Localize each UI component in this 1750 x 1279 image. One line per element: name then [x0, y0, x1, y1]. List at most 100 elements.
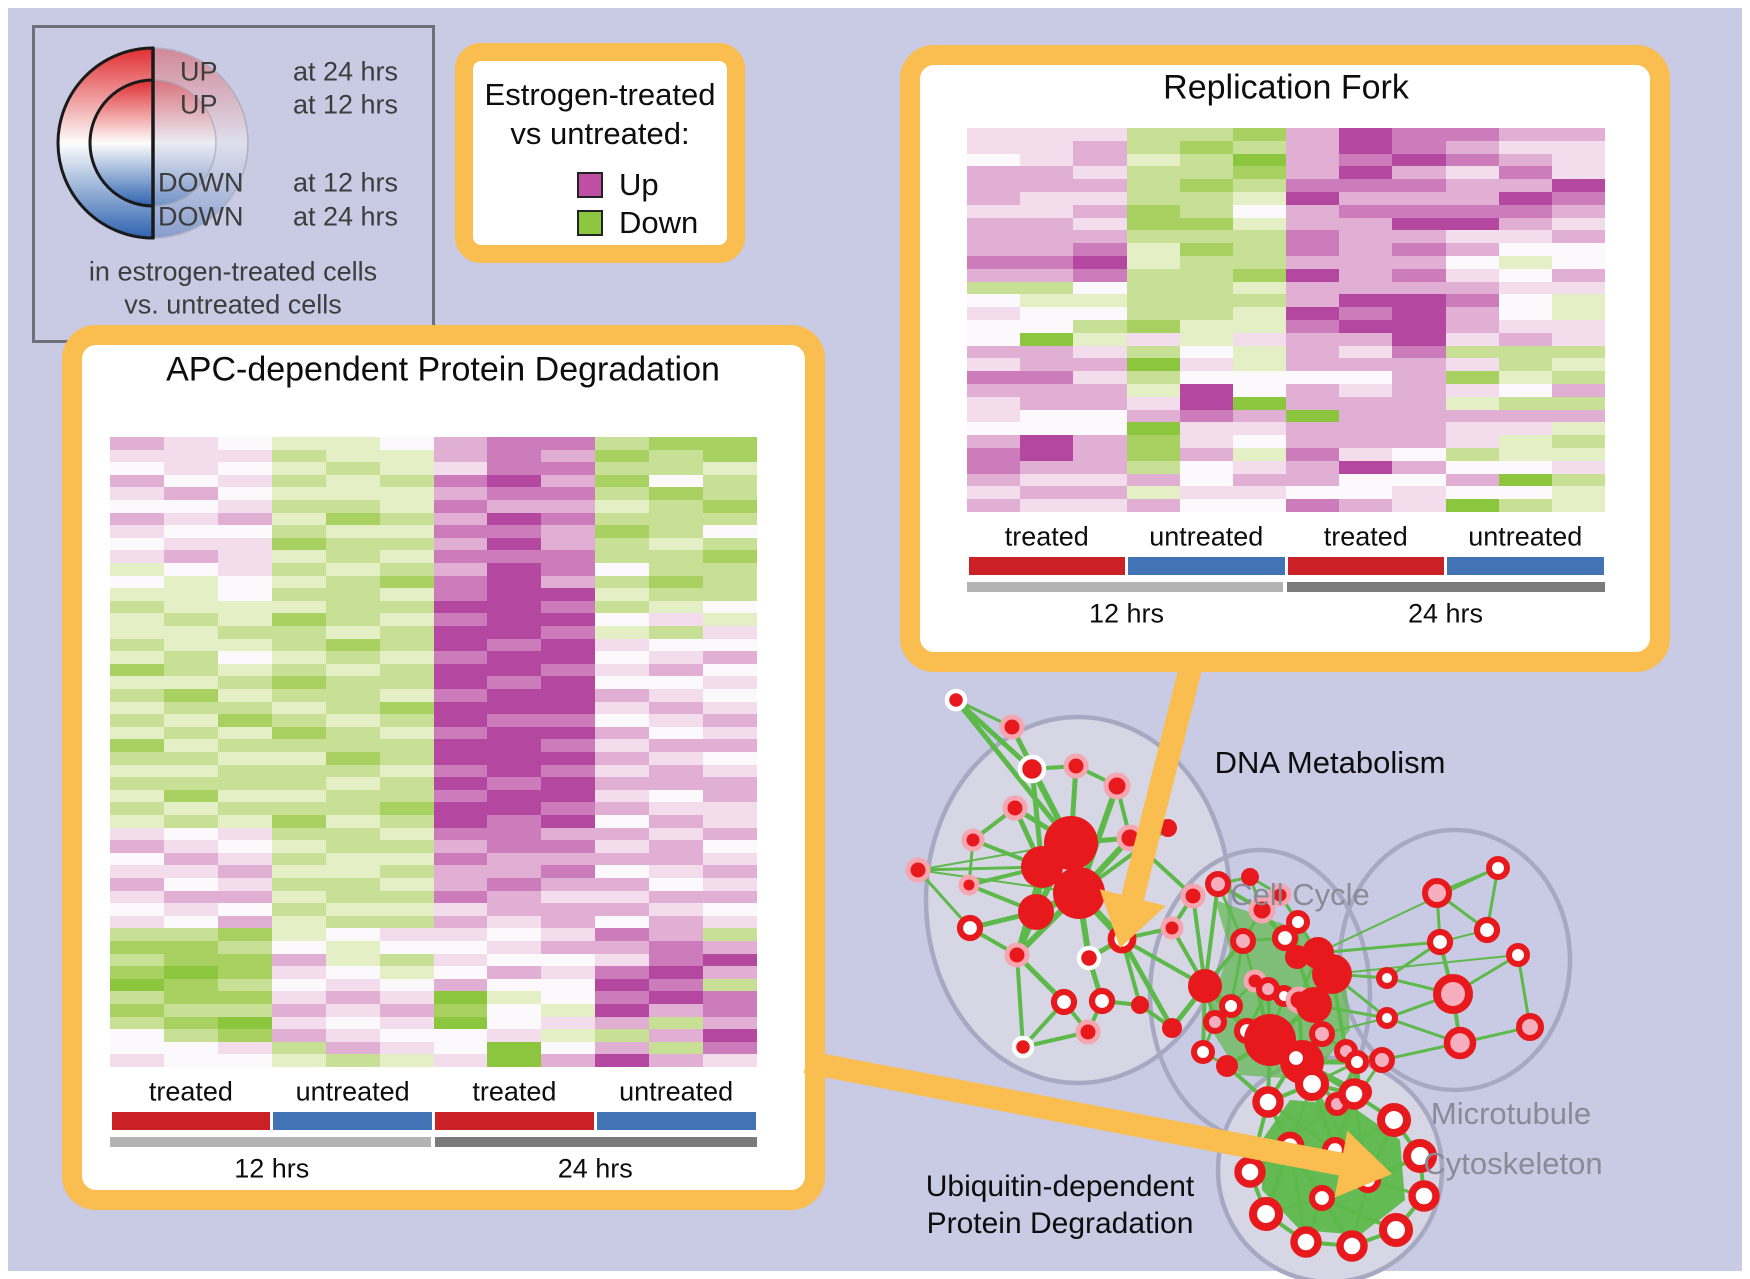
ring-time-12-top: at 12 hrs — [292, 89, 398, 120]
apc-heatcell — [217, 991, 272, 1004]
repfork-heatcell — [1498, 140, 1552, 154]
gene-node-p — [1433, 974, 1473, 1014]
apc-heatcell — [271, 575, 326, 589]
apc-heatcell — [325, 928, 380, 941]
apc-heatcell — [595, 626, 650, 639]
apc-heatcell — [541, 474, 596, 488]
repfork-heatcell — [1445, 460, 1499, 474]
ring-time-24-top: at 24 hrs — [292, 56, 398, 87]
repfork-heatcell — [1445, 307, 1499, 320]
repfork-heatcell — [1339, 499, 1393, 512]
repfork-heatcell — [1073, 345, 1127, 359]
gene-node-sp — [1248, 896, 1276, 924]
gene-node-w — [1376, 1102, 1412, 1138]
repfork-heatcell — [1020, 499, 1074, 512]
repfork-heatcell — [967, 448, 1021, 461]
apc-heatcell — [487, 764, 542, 778]
repfork-heatcell — [1126, 307, 1180, 320]
repfork-heatcell — [1232, 153, 1286, 167]
apc-heatcell — [595, 500, 650, 513]
apc-heatcell — [487, 941, 542, 954]
apc-heatcell — [379, 928, 434, 941]
apc-heatcell — [379, 651, 434, 664]
repfork-heatcell — [1073, 192, 1127, 205]
repfork-heatcell — [1551, 320, 1605, 333]
network-edge — [917, 869, 1080, 894]
apc-heatcell — [217, 613, 272, 626]
repfork-heatcell — [1445, 499, 1499, 512]
apc-heatcell — [541, 701, 596, 715]
apc-heatcell — [595, 953, 650, 967]
repfork-heatcell — [1020, 371, 1074, 384]
repfork-heatcell — [1286, 358, 1340, 372]
apc-heatcell — [487, 575, 542, 589]
apc-heatcell — [703, 928, 757, 941]
repfork-heatcell — [1232, 371, 1286, 384]
down-color-swatch — [577, 210, 603, 236]
repfork-heatcell — [1498, 435, 1552, 448]
apc-heatcell — [541, 991, 596, 1004]
up-label: Up — [619, 167, 659, 202]
apc-heatcell — [541, 966, 596, 979]
repfork-heatcell — [1445, 345, 1499, 359]
repfork-group-label: untreated — [1149, 521, 1264, 552]
apc-heatcell — [217, 575, 272, 589]
gene-node-w — [1050, 988, 1078, 1016]
apc-heatcell — [595, 941, 650, 954]
apc-heatcell — [110, 1016, 164, 1030]
repfork-heatcell — [1498, 243, 1552, 256]
apc-heatcell — [163, 512, 218, 526]
repfork-heatcell — [1392, 294, 1446, 308]
apc-heatcell — [271, 852, 326, 866]
apc-heatcell — [487, 852, 542, 866]
gene-node-w — [1191, 1040, 1215, 1064]
repfork-heatcell — [967, 345, 1021, 359]
apc-heatcell — [325, 563, 380, 576]
apc-heatcell — [595, 978, 650, 992]
repfork-heatcell — [1073, 448, 1127, 461]
gene-node-w — [1378, 1212, 1414, 1248]
repfork-heatcell — [1498, 460, 1552, 474]
apc-heatcell — [163, 752, 218, 765]
apc-heatcell — [487, 500, 542, 513]
apc-heatcell — [379, 537, 434, 551]
repfork-heatcell — [1232, 307, 1286, 320]
apc-heatcell — [649, 978, 704, 992]
apc-heatcell — [703, 865, 757, 878]
apc-heatcell — [433, 953, 488, 967]
apc-heatcell — [271, 500, 326, 513]
apc-heatcell — [595, 1016, 650, 1030]
gene-node-sp — [1268, 883, 1292, 907]
repfork-heatcell — [1551, 243, 1605, 256]
repfork-heatcell — [1339, 128, 1393, 141]
repfork-heatcell — [1179, 294, 1233, 308]
repfork-heatcell — [1126, 409, 1180, 423]
gene-node-sp — [1063, 753, 1089, 779]
repfork-heatcell — [1286, 230, 1340, 244]
apc-heatcell — [487, 437, 542, 450]
apc-heatcell — [217, 852, 272, 866]
apc-heatcell — [325, 966, 380, 979]
apc-heatcell — [703, 638, 757, 652]
apc-heatcell — [433, 764, 488, 778]
apc-heatcell — [433, 588, 488, 601]
apc-heatcell — [595, 789, 650, 803]
apc-heatcell — [703, 1054, 757, 1067]
apc-heatcell — [271, 537, 326, 551]
apc-heatcell — [541, 537, 596, 551]
gene-node-sp — [1160, 916, 1184, 940]
repfork-heatcell — [1551, 371, 1605, 384]
apc-heatcell — [163, 651, 218, 664]
apc-heatcell — [325, 462, 380, 475]
apc-heatcell — [271, 928, 326, 941]
apc-heatcell — [217, 802, 272, 815]
apc-heatcell — [110, 563, 164, 576]
repfork-heatcell — [1392, 192, 1446, 205]
apc-heatcell — [541, 550, 596, 563]
repfork-heatcell — [1073, 179, 1127, 192]
repfork-heatcell — [1286, 128, 1340, 141]
repfork-heatcell — [1179, 192, 1233, 205]
apc-heatcell — [649, 941, 704, 954]
apc-heatcell — [595, 815, 650, 828]
repfork-heatcell — [1392, 422, 1446, 436]
